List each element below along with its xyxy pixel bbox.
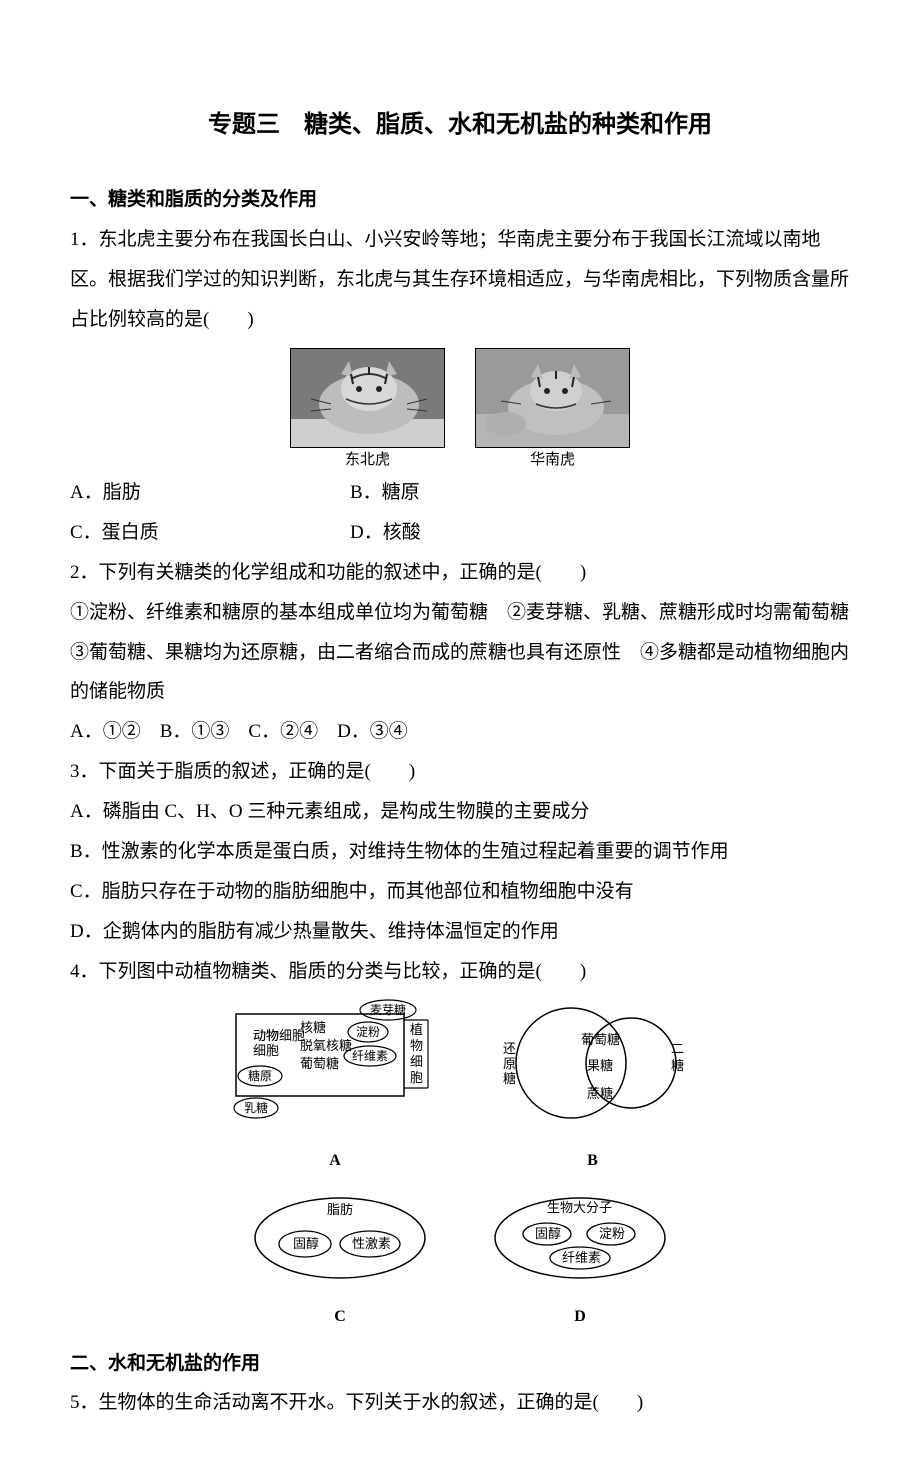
q1-stem: 1．东北虎主要分布在我国长白山、小兴安岭等地；华南虎主要分布于我国长江流域以南地…: [70, 220, 850, 340]
svg-text:蔗糖: 蔗糖: [587, 1086, 613, 1101]
q2-stem: 2．下列有关糖类的化学组成和功能的叙述中，正确的是( ): [70, 553, 850, 593]
section1-heading: 一、糖类和脂质的分类及作用: [70, 180, 850, 220]
q2-opts: A．①② B．①③ C．②④ D．③④: [70, 712, 850, 752]
q5-stem: 5．生物体的生命活动离不开水。下列关于水的叙述，正确的是( ): [70, 1383, 850, 1423]
svg-text:脱氧核糖: 脱氧核糖: [300, 1038, 352, 1053]
svg-text:纤维素: 纤维素: [352, 1049, 388, 1063]
svg-text:固醇: 固醇: [535, 1226, 561, 1241]
svg-text:细胞: 细胞: [253, 1043, 279, 1058]
svg-text:原: 原: [503, 1056, 516, 1071]
svg-text:生物大分子: 生物大分子: [547, 1200, 612, 1215]
diagram-b: 还 原 糖 二 糖 葡萄糖 果糖 蔗糖 B: [493, 998, 693, 1178]
diagram-d-label: D: [485, 1300, 675, 1334]
svg-text:动物: 动物: [253, 1028, 279, 1043]
diagram-d: 生物大分子 固醇 淀粉 纤维素 D: [485, 1188, 675, 1333]
diagram-a: 动物细胞 动物 细胞 核糖 脱氧核糖 葡萄糖 麦芽糖 淀粉 纤维素 糖原 乳糖: [228, 998, 443, 1178]
tiger-right: 华南虎: [475, 348, 630, 471]
tiger-left-caption: 东北虎: [290, 450, 445, 471]
tiger-south-image: [475, 348, 630, 448]
q4-diagrams: 动物细胞 动物 细胞 核糖 脱氧核糖 葡萄糖 麦芽糖 淀粉 纤维素 糖原 乳糖: [70, 998, 850, 1344]
svg-text:细: 细: [410, 1054, 423, 1069]
q2-lines: ①淀粉、纤维素和糖原的基本组成单位均为葡萄糖 ②麦芽糖、乳糖、蔗糖形成时均需葡萄…: [70, 593, 850, 713]
svg-text:淀粉: 淀粉: [599, 1226, 625, 1241]
q1-opt-b: B．糖原: [350, 473, 420, 513]
diagram-c-label: C: [245, 1300, 435, 1334]
svg-text:糖: 糖: [503, 1071, 516, 1086]
q3-d: D．企鹅体内的脂肪有减少热量散失、维持体温恒定的作用: [70, 912, 850, 952]
q1-opt-d: D．核酸: [350, 513, 421, 553]
section2-heading: 二、水和无机盐的作用: [70, 1344, 850, 1384]
q3-stem: 3．下面关于脂质的叙述，正确的是( ): [70, 752, 850, 792]
svg-text:二: 二: [671, 1041, 684, 1056]
svg-text:乳糖: 乳糖: [244, 1100, 268, 1115]
q1-opts-row2: C．蛋白质 D．核酸: [70, 513, 850, 553]
svg-text:糖原: 糖原: [248, 1068, 272, 1083]
diagram-a-label: A: [228, 1144, 443, 1178]
svg-text:核糖: 核糖: [300, 1020, 326, 1035]
svg-text:还: 还: [503, 1041, 516, 1056]
svg-text:果糖: 果糖: [587, 1058, 613, 1073]
svg-text:植: 植: [410, 1022, 423, 1037]
q3-a: A．磷脂由 C、H、O 三种元素组成，是构成生物膜的主要成分: [70, 792, 850, 832]
svg-text:固醇: 固醇: [293, 1236, 319, 1251]
q3-b: B．性激素的化学本质是蛋白质，对维持生物体的生殖过程起着重要的调节作用: [70, 832, 850, 872]
q4-stem: 4．下列图中动植物糖类、脂质的分类与比较，正确的是( ): [70, 952, 850, 992]
svg-text:纤维素: 纤维素: [562, 1250, 601, 1265]
tiger-left: 东北虎: [290, 348, 445, 471]
svg-text:物: 物: [410, 1038, 423, 1053]
diagram-c: 脂肪 固醇 性激素 C: [245, 1188, 435, 1333]
q1-opt-c: C．蛋白质: [70, 513, 350, 553]
q3-c: C．脂肪只存在于动物的脂肪细胞中，而其他部位和植物细胞中没有: [70, 872, 850, 912]
diagram-b-label: B: [493, 1144, 693, 1178]
svg-text:淀粉: 淀粉: [356, 1025, 380, 1039]
svg-text:糖: 糖: [671, 1058, 684, 1073]
svg-text:葡萄糖: 葡萄糖: [300, 1056, 339, 1071]
tiger-northeast-image: [290, 348, 445, 448]
tiger-right-caption: 华南虎: [475, 450, 630, 471]
q1-opts-row1: A．脂肪 B．糖原: [70, 473, 850, 513]
page-title: 专题三 糖类、脂质、水和无机盐的种类和作用: [70, 100, 850, 150]
q1-opt-a: A．脂肪: [70, 473, 350, 513]
q1-images: 东北虎 华南虎: [70, 348, 850, 471]
svg-text:麦芽糖: 麦芽糖: [370, 1002, 406, 1017]
svg-text:葡萄糖: 葡萄糖: [581, 1032, 620, 1047]
svg-text:脂肪: 脂肪: [327, 1202, 353, 1217]
svg-text:胞: 胞: [410, 1070, 423, 1085]
svg-text:性激素: 性激素: [352, 1236, 391, 1251]
